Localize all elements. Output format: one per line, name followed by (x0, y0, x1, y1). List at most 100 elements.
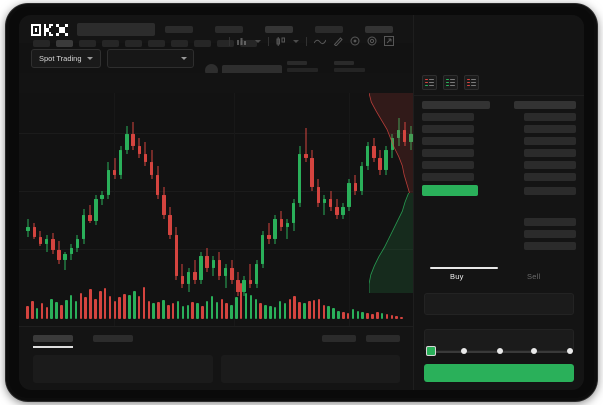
slider-node-100[interactable] (566, 348, 573, 354)
orderbook-asks-icon[interactable] (464, 75, 479, 90)
depth-area (369, 93, 414, 193)
nav-item-3[interactable] (315, 26, 343, 33)
timeframe-7[interactable] (194, 40, 211, 47)
volume-bar (31, 301, 34, 319)
bottom-action-0[interactable] (322, 335, 356, 342)
candle (131, 107, 135, 307)
table-row[interactable] (422, 137, 576, 145)
order-book-last-price-row[interactable] (422, 185, 576, 196)
candle (279, 107, 283, 307)
candle (359, 107, 364, 307)
candle (328, 107, 333, 307)
volume-bar (196, 303, 199, 319)
table-row[interactable] (422, 173, 576, 181)
ticker-stat-1 (334, 61, 365, 72)
bottom-panel-1[interactable] (220, 355, 400, 383)
candle (63, 107, 67, 307)
volume-bar (303, 303, 306, 319)
bottom-tab-1[interactable] (93, 335, 133, 342)
timeframe-3[interactable] (102, 40, 119, 47)
volume-bar (205, 301, 209, 319)
candle (44, 107, 49, 307)
timeframe-0[interactable] (33, 40, 50, 47)
panel-divider (414, 95, 584, 96)
candle (180, 107, 185, 307)
volume-bar (55, 302, 58, 319)
candle (174, 107, 178, 307)
volume-bar (400, 316, 403, 319)
depth-line (369, 93, 410, 194)
chart-type-icon[interactable] (276, 36, 286, 46)
volume-bar (79, 292, 83, 319)
nav-item-1[interactable] (215, 26, 243, 33)
magnet-icon[interactable] (350, 36, 360, 46)
candle (223, 107, 228, 307)
volume-bar (390, 315, 394, 319)
volume-bar (366, 313, 369, 319)
table-row[interactable] (422, 218, 576, 226)
tab-sell[interactable]: Sell (527, 272, 541, 281)
table-row[interactable] (422, 113, 576, 121)
bottom-orders-panel (19, 326, 414, 390)
bottom-panel-0[interactable] (33, 355, 213, 383)
candle (230, 107, 234, 307)
table-row[interactable] (422, 149, 576, 157)
volume-bar (288, 298, 292, 319)
table-row[interactable] (422, 125, 576, 133)
volume-bar (128, 295, 131, 319)
nav-item-2[interactable] (265, 26, 293, 33)
candle (335, 107, 339, 307)
settings-icon[interactable] (367, 36, 377, 46)
volume-bar (395, 316, 398, 319)
orderbook-mixed-icon[interactable] (422, 75, 437, 90)
volume-bar (99, 291, 102, 319)
indicators-icon[interactable] (237, 37, 248, 46)
timeframe-1[interactable] (56, 40, 73, 47)
orderbook-bids-icon[interactable] (443, 75, 458, 90)
slider-node-50[interactable] (497, 348, 503, 354)
volume-bar (341, 311, 345, 319)
timeframe-2[interactable] (79, 40, 96, 47)
chevron-down-icon[interactable] (255, 39, 261, 43)
timeframe-9[interactable] (240, 40, 257, 47)
candlestick-series (25, 107, 414, 307)
timeframe-4[interactable] (125, 40, 142, 47)
table-row[interactable] (422, 230, 576, 238)
candle (106, 107, 111, 307)
volume-bar (269, 305, 272, 319)
candle (193, 107, 197, 307)
market-type-dropdown[interactable]: Spot Trading (31, 49, 101, 68)
amount-percent-slider[interactable] (426, 346, 574, 358)
chevron-down-icon[interactable] (293, 39, 299, 43)
timeframe-8[interactable] (217, 40, 234, 47)
price-chart[interactable] (19, 93, 414, 327)
slider-handle[interactable] (426, 346, 436, 356)
volume-bar (332, 308, 335, 319)
okx-logo[interactable]: OKX (31, 24, 71, 36)
nav-search-input[interactable] (77, 23, 155, 36)
tab-buy[interactable]: Buy (450, 272, 464, 281)
candle (403, 107, 407, 307)
pencil-icon[interactable] (333, 36, 343, 46)
order-price-field[interactable] (424, 293, 574, 315)
toolbar-divider (268, 36, 269, 46)
timeframe-5[interactable] (148, 40, 165, 47)
volume-bar (307, 301, 311, 319)
toolbar-divider (229, 36, 230, 46)
nav-item-0[interactable] (165, 26, 193, 33)
slider-node-25[interactable] (461, 348, 468, 354)
bottom-action-1[interactable] (366, 335, 400, 342)
timeframe-6[interactable] (171, 40, 188, 47)
candle (384, 107, 388, 307)
fullscreen-icon[interactable] (384, 36, 394, 46)
candle (285, 107, 290, 307)
table-row[interactable] (422, 242, 576, 250)
line-tool-icon[interactable] (314, 37, 326, 46)
table-row[interactable] (422, 161, 576, 169)
place-order-button[interactable] (424, 364, 574, 382)
trading-pair-dropdown[interactable] (107, 49, 194, 68)
slider-node-75[interactable] (531, 348, 538, 354)
nav-item-4[interactable] (365, 26, 393, 33)
bottom-tab-0[interactable] (33, 335, 73, 348)
